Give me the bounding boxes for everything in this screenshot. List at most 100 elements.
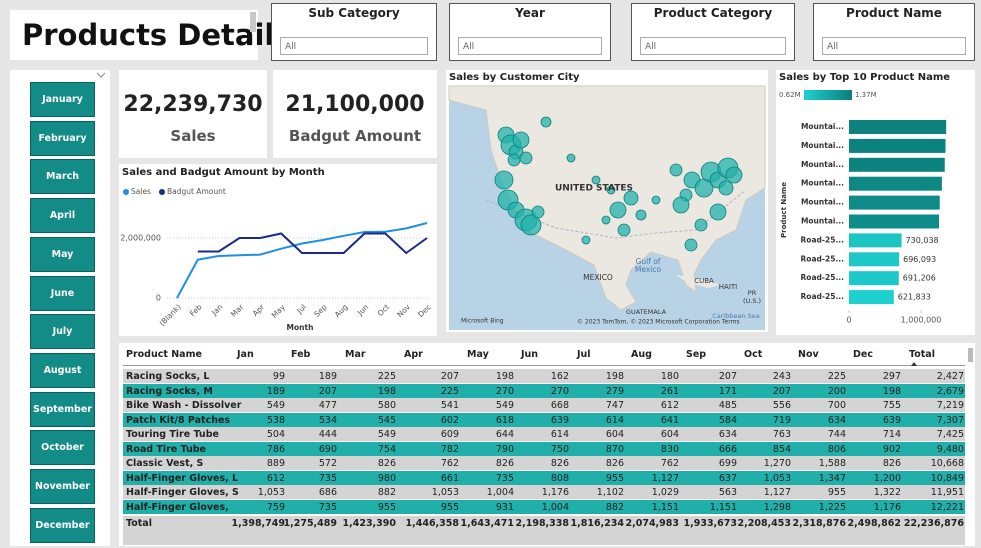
table-cell: 200 xyxy=(827,385,846,397)
table-cell: Racing Socks, M xyxy=(126,385,213,397)
x-tick-label: Sep xyxy=(312,302,329,319)
table-cell: 1,933,673 xyxy=(683,518,738,529)
kpi-card: 22,239,730 Sales xyxy=(119,70,267,158)
slicer-dropdown[interactable]: All xyxy=(280,37,428,55)
map-label: PR xyxy=(748,289,757,297)
x-tick-label: Apr xyxy=(251,302,267,318)
city-bubble xyxy=(519,151,533,165)
city-bubble xyxy=(494,170,514,190)
table-cell: 686 xyxy=(318,487,337,498)
city-bubble xyxy=(669,163,683,177)
map-label: GUATEMALA xyxy=(626,308,667,316)
slicer-dropdown[interactable]: All xyxy=(640,37,786,55)
city-bubble xyxy=(512,131,530,149)
month-button[interactable]: February xyxy=(30,120,95,156)
month-button[interactable]: January xyxy=(30,82,95,117)
table-cell: 2,427 xyxy=(936,371,964,382)
y-tick-label: Mountai... xyxy=(801,122,844,131)
bar xyxy=(849,290,894,305)
legend-min: 0.62M xyxy=(779,91,801,99)
month-button[interactable]: September xyxy=(30,391,95,427)
table-cell: 1,275,489 xyxy=(283,518,338,529)
table-cell: 279 xyxy=(605,385,624,397)
map: UNITED STATES MEXICO Gulf of Mexico CUBA… xyxy=(446,70,768,332)
table-cell: Half-Finger Gloves, S xyxy=(126,487,239,498)
table-cell: 261 xyxy=(660,385,679,397)
table-cell: 750 xyxy=(550,443,569,455)
city-bubble xyxy=(540,116,552,128)
month-button[interactable]: October xyxy=(30,430,95,466)
map-label: Mexico xyxy=(635,265,662,274)
table-row xyxy=(123,398,965,412)
table-cell: 639 xyxy=(882,414,901,426)
table-cell: 270 xyxy=(495,385,514,397)
x-axis-title: Month xyxy=(287,323,314,332)
table-cell: 572 xyxy=(318,458,337,469)
matrix-table: Product Name Jan Feb Mar Apr May Jun Jul Aug Sep O… xyxy=(119,343,975,546)
table-cell: 889 xyxy=(266,458,285,469)
bar xyxy=(849,233,902,248)
table-cell: 1,322 xyxy=(873,487,901,498)
table-cell: 1,102 xyxy=(596,487,624,498)
table-cell: 754 xyxy=(377,443,396,455)
table-cell: 826 xyxy=(495,458,514,469)
table-cell: 545 xyxy=(377,414,396,426)
table-cell: 955 xyxy=(827,487,846,498)
slicer[interactable]: Product Name All xyxy=(813,3,975,61)
x-tick-label: Jul xyxy=(294,302,307,315)
y-tick-label: Mountai... xyxy=(801,217,844,226)
table-cell: 243 xyxy=(772,371,791,382)
month-button[interactable]: June xyxy=(30,275,95,311)
city-bubble xyxy=(601,215,611,225)
month-button[interactable]: November xyxy=(30,469,95,504)
x-tick-label: (Blank) xyxy=(158,302,183,327)
table-cell: 1,200 xyxy=(873,472,901,484)
table-cell: 747 xyxy=(605,400,624,411)
sort-indicator xyxy=(911,362,917,366)
table-cell: 1,398,749 xyxy=(231,518,286,529)
data-label: 696,093 xyxy=(903,255,936,264)
map-label: Caribbean Sea xyxy=(712,312,760,320)
city-bubble xyxy=(684,238,698,252)
month-button[interactable]: December xyxy=(30,507,95,543)
bar xyxy=(849,176,942,191)
table-cell: 661 xyxy=(440,472,459,484)
city-bubble xyxy=(609,201,627,219)
month-button[interactable]: August xyxy=(30,352,95,388)
slicer-dropdown[interactable]: All xyxy=(822,37,966,55)
table-cell: 1,446,358 xyxy=(405,518,460,529)
x-tick-label: Mar xyxy=(229,302,246,319)
table-cell: 830 xyxy=(660,443,679,455)
city-bubble xyxy=(520,214,542,236)
slicer[interactable]: Sub Category All xyxy=(271,3,437,61)
table-cell: 714 xyxy=(882,429,901,440)
month-button[interactable]: March xyxy=(30,159,95,195)
table-cell: 270 xyxy=(550,385,569,397)
month-button[interactable]: May xyxy=(30,236,95,272)
table-cell: 1,151 xyxy=(709,501,737,513)
month-button[interactable]: July xyxy=(30,314,95,350)
slicer[interactable]: Product Category All xyxy=(631,3,795,61)
column-header: Dec xyxy=(853,349,873,360)
slicer[interactable]: Year All xyxy=(449,3,611,61)
city-bubble xyxy=(606,185,616,195)
table-cell: Road Tire Tube xyxy=(126,443,206,455)
column-header: Sep xyxy=(686,349,707,360)
slicer-dropdown[interactable]: All xyxy=(458,37,602,55)
table-cell: 699 xyxy=(718,458,737,469)
table-cell: 1,298 xyxy=(763,501,791,513)
city-bubble xyxy=(694,218,708,232)
month-button[interactable]: April xyxy=(30,198,95,234)
legend-label: Badgut Amount xyxy=(167,187,226,196)
table-cell: 580 xyxy=(377,400,396,411)
table-cell: 759 xyxy=(266,501,285,513)
table-cell: 854 xyxy=(772,443,791,455)
city-bubble xyxy=(591,175,601,185)
city-bubble xyxy=(672,196,690,214)
map-label: UNITED STATES xyxy=(555,184,633,194)
y-tick-label: Mountai... xyxy=(801,198,844,207)
table-cell: 198 xyxy=(605,371,624,382)
table-cell: 762 xyxy=(440,458,459,469)
table-cell: 1,151 xyxy=(651,501,679,513)
table-cell: 602 xyxy=(440,414,459,426)
